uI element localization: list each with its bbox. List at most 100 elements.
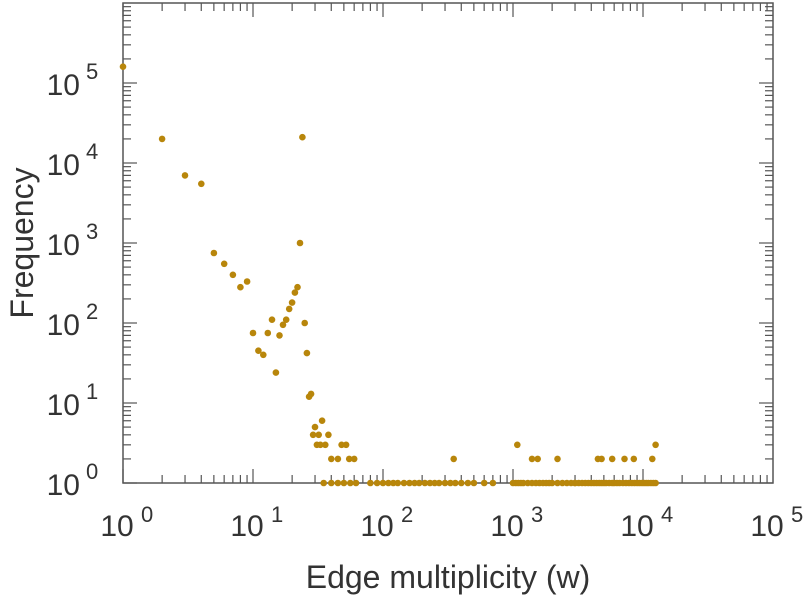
data-point [340,479,348,487]
y-axis-title: Frequency [4,167,40,318]
data-point [649,455,656,463]
data-point [630,455,638,463]
data-point [598,455,605,463]
data-point [299,133,306,141]
x-tick-exponent: 3 [531,502,543,527]
x-tick-label: 10 [620,510,653,543]
x-tick-label: 10 [490,510,523,543]
data-point [301,319,309,327]
x-tick-label: 10 [750,510,783,543]
data-point [334,455,342,463]
data-point [309,431,317,439]
data-point [220,260,228,268]
y-tick-label: 10 [47,469,80,502]
data-point [264,329,272,337]
data-point [458,479,465,487]
data-point [400,479,408,487]
y-tick-label: 10 [47,389,80,422]
data-point [406,479,413,487]
data-point [158,135,166,143]
data-point [249,329,257,337]
data-point [294,283,301,291]
data-point [229,271,237,279]
x-tick-label: 10 [100,510,133,543]
data-point [260,351,267,359]
x-tick-exponent: 0 [141,502,153,527]
data-point [347,479,354,487]
y-tick-exponent: 1 [86,379,98,404]
data-points [119,63,659,487]
data-point [243,278,251,285]
data-point [315,431,323,439]
data-point [385,479,392,487]
data-point [450,455,458,463]
data-point [441,479,449,487]
y-tick-exponent: 0 [86,459,98,484]
data-point [311,423,319,431]
data-point [279,321,287,329]
data-point [554,479,561,487]
data-point [317,441,324,449]
data-point [325,431,332,439]
data-point [328,479,335,487]
data-point [421,479,429,487]
x-axis-title: Edge multiplicity (w) [306,559,591,595]
data-point [282,316,290,324]
data-point [534,455,541,463]
data-point [452,479,459,487]
data-point [272,369,280,376]
x-tick-labels: 10 0 10 1 10 2 10 3 10 4 10 5 [100,502,803,543]
data-point [470,479,478,487]
x-tick-exponent: 4 [661,502,673,527]
x-tick-label: 10 [230,510,263,543]
data-point [296,239,304,247]
data-point [320,479,328,487]
data-point [528,455,536,463]
data-point [237,283,244,291]
data-point [652,441,659,449]
data-point [652,479,659,487]
data-point [328,455,335,463]
data-point [285,305,293,313]
data-point [554,455,561,463]
data-point [350,455,358,463]
data-point [367,479,374,487]
data-point [464,479,472,487]
y-tick-exponent: 4 [86,139,98,164]
data-point [307,390,315,398]
data-point [198,180,205,188]
plot-frame [122,2,774,484]
data-point [303,349,311,357]
data-point [352,479,360,487]
y-tick-exponent: 3 [86,219,98,244]
data-point [255,347,262,355]
data-point [379,479,387,487]
data-point [345,455,353,463]
y-tick-label: 10 [47,149,80,182]
data-point [322,441,329,449]
data-point [210,249,218,257]
y-tick-exponent: 2 [86,299,98,324]
data-point [489,479,497,487]
data-point [426,479,434,487]
x-tick-exponent: 2 [401,502,413,527]
data-point [571,479,579,487]
y-tick-exponent: 5 [86,59,98,84]
minor-ticks [122,3,773,484]
data-point [181,172,189,179]
data-point [415,479,423,487]
data-point [342,441,350,449]
data-point [119,63,127,70]
x-tick-label: 10 [360,510,393,543]
data-point [318,417,326,425]
data-point [334,479,342,487]
x-tick-exponent: 1 [271,502,283,527]
data-point [373,479,381,487]
y-tick-label: 10 [47,309,80,342]
data-point [394,479,402,487]
data-point [480,479,488,487]
data-point [514,441,521,449]
data-point [621,455,628,463]
